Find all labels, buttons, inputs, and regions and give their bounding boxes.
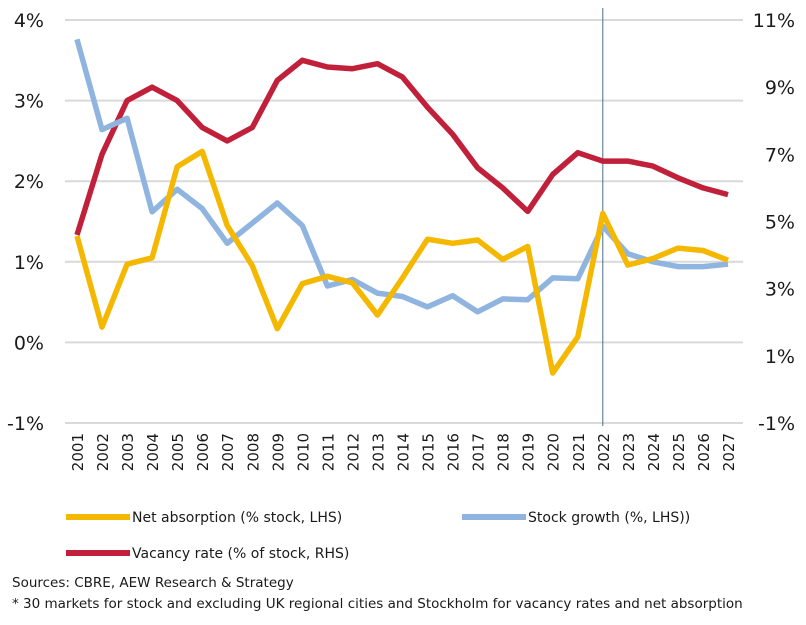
y-left-tick-label: 3% [14, 91, 44, 113]
y-right-tick-label: 5% [765, 212, 795, 234]
x-tick-label: 2017 [470, 433, 488, 471]
x-tick-label: 2004 [144, 433, 162, 471]
x-tick-label: 2008 [244, 433, 262, 471]
x-axis: 2001 2002 2003 2004 2005 2006 2007 2008 2009 2010… [69, 433, 738, 471]
x-tick-label: 2018 [495, 433, 513, 471]
x-tick-label: 2015 [420, 433, 438, 471]
series-lines [74, 38, 729, 376]
x-tick-label: 2025 [670, 433, 688, 471]
x-tick-label: 2020 [545, 433, 563, 471]
sources-note: Sources: CBRE, AEW Research & Strategy [12, 575, 294, 591]
x-tick-label: 2023 [620, 433, 638, 471]
y-axis-left: 4% 3% 2% 1% 0% -1% [7, 10, 44, 435]
y-left-tick-label: 4% [14, 10, 44, 32]
legend: Net absorption (% stock, LHS) Stock growt… [66, 510, 690, 562]
x-tick-label: 2007 [219, 433, 237, 471]
chart: 4%3%2%1%0%-1% 11%9%7%5%3%1%-1% 2001 2002 2… [7, 8, 795, 562]
y-right-tick-label: 11% [753, 10, 795, 32]
legend-label-1: Stock growth (%, LHS)) [528, 510, 690, 526]
y-left-tick-label: 1% [14, 252, 44, 274]
y-right-tick-label: 3% [765, 279, 795, 301]
x-tick-label: 2021 [570, 433, 588, 471]
x-tick-label: 2022 [595, 433, 613, 471]
x-tick-label: 2011 [319, 433, 337, 471]
legend-label-2: Vacancy rate (% of stock, RHS) [132, 546, 349, 562]
x-tick-label: 2012 [344, 433, 362, 471]
x-tick-label: 2003 [119, 433, 137, 471]
series-line-2 [74, 57, 729, 236]
x-tick-label: 2005 [169, 433, 187, 471]
y-left-tick-label: 2% [14, 171, 44, 193]
x-tick-label: 2010 [294, 433, 312, 471]
y-left-tick-label: -1% [7, 413, 44, 435]
x-tick-label: 2016 [445, 433, 463, 471]
x-tick-label: 2027 [720, 433, 738, 471]
x-tick-label: 2024 [645, 433, 663, 471]
y-right-tick-label: -1% [758, 413, 795, 435]
y-right-tick-label: 1% [765, 346, 795, 368]
series-line-0 [74, 148, 729, 376]
x-tick-label: 2019 [520, 433, 538, 471]
x-tick-label: 2014 [395, 433, 413, 471]
x-tick-label: 2013 [369, 433, 387, 471]
y-axis-right: 11% 9% 7% 5% 3% 1% -1% [753, 10, 795, 435]
y-right-tick-label: 9% [765, 77, 795, 99]
x-tick-label: 2002 [94, 433, 112, 471]
y-left-tick-label: 0% [14, 332, 44, 354]
x-tick-label: 2026 [695, 433, 713, 471]
x-tick-label: 2001 [69, 433, 87, 471]
y-right-tick-label: 7% [765, 144, 795, 166]
x-tick-label: 2006 [194, 433, 212, 471]
footnote: * 30 markets for stock and excluding UK … [12, 596, 743, 612]
legend-label-0: Net absorption (% stock, LHS) [132, 510, 342, 526]
x-tick-label: 2009 [269, 433, 287, 471]
